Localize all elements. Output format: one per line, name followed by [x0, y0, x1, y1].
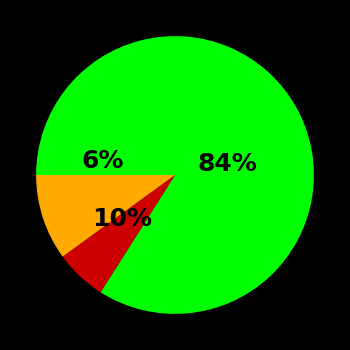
Wedge shape: [36, 36, 314, 314]
Wedge shape: [36, 175, 175, 257]
Text: 10%: 10%: [92, 208, 152, 231]
Text: 84%: 84%: [198, 152, 258, 176]
Text: 6%: 6%: [82, 149, 124, 173]
Wedge shape: [63, 175, 175, 292]
